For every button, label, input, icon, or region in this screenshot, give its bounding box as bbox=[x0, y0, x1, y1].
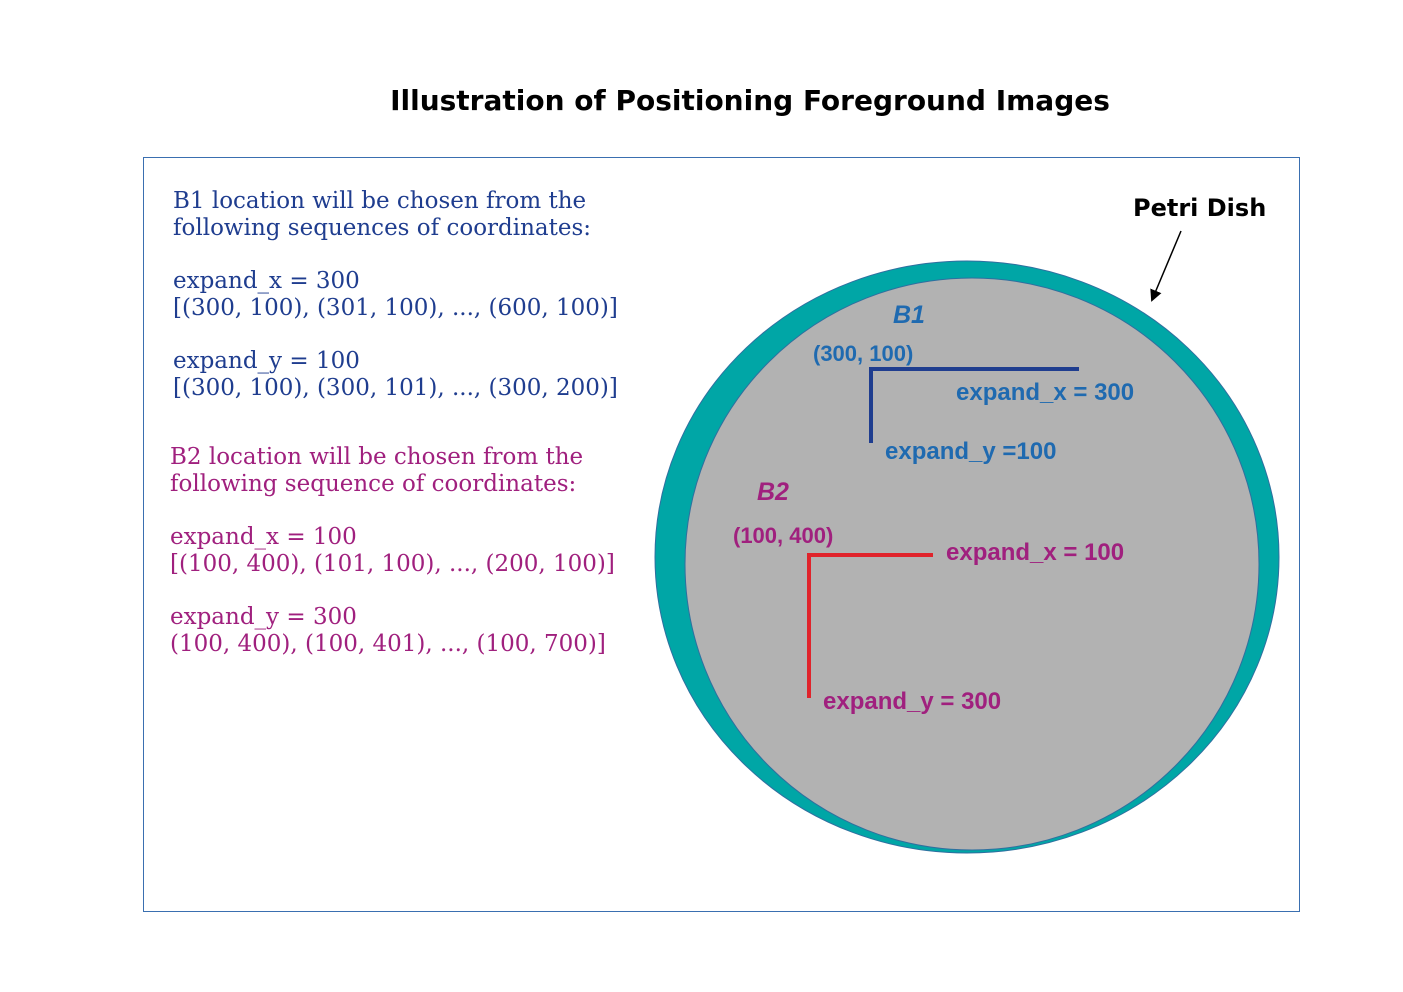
b1-expand-x-sequence: [(300, 100), (301, 100), ..., (600, 100)… bbox=[173, 295, 618, 321]
b1-intro-line2: following sequences of coordinates: bbox=[173, 215, 592, 241]
b1-expand-y-sequence: [(300, 100), (300, 101), ..., (300, 200)… bbox=[173, 375, 618, 401]
b1-expand-y-annotation: expand_y =100 bbox=[885, 438, 1056, 465]
b2-expand-y-sequence: (100, 400), (100, 401), ..., (100, 700)] bbox=[170, 631, 606, 657]
b2-dish-label: B2 bbox=[757, 478, 789, 506]
b2-expansion-lines bbox=[807, 553, 933, 698]
b1-expand-x-annotation: expand_x = 300 bbox=[956, 379, 1134, 406]
b2-intro-line2: following sequence of coordinates: bbox=[170, 471, 577, 497]
b1-expansion-lines bbox=[869, 367, 1079, 443]
b2-origin-label: (100, 400) bbox=[733, 523, 833, 548]
b2-expand-x-block: expand_x = 100 [(100, 400), (101, 100), … bbox=[170, 524, 615, 578]
petri-dish-label: Petri Dish bbox=[1133, 194, 1266, 222]
b2-expand-y-block: expand_y = 300 (100, 400), (100, 401), .… bbox=[170, 604, 606, 658]
b1-expand-y-block: expand_y = 100 [(300, 100), (300, 101), … bbox=[173, 348, 618, 402]
petri-dish-interior bbox=[684, 277, 1260, 851]
b2-expand-y-label: expand_y = 300 bbox=[170, 604, 357, 630]
b2-expand-x-label: expand_x = 100 bbox=[170, 524, 357, 550]
b1-expand-x-block: expand_x = 300 [(300, 100), (301, 100), … bbox=[173, 268, 618, 322]
diagram-frame bbox=[143, 157, 1300, 912]
b2-description: B2 location will be chosen from the foll… bbox=[170, 444, 583, 498]
page-title: Illustration of Positioning Foreground I… bbox=[390, 84, 1110, 117]
b1-expand-x-label: expand_x = 300 bbox=[173, 268, 360, 294]
b1-dish-label: B1 bbox=[893, 301, 925, 329]
b2-expand-y-annotation: expand_y = 300 bbox=[823, 688, 1001, 715]
b2-expand-x-annotation: expand_x = 100 bbox=[946, 539, 1124, 566]
b2-expand-x-sequence: [(100, 400), (101, 100), ..., (200, 100)… bbox=[170, 551, 615, 577]
petri-dish-pointer-arrow bbox=[1150, 230, 1182, 302]
b1-intro-line1: B1 location will be chosen from the bbox=[173, 188, 587, 214]
b1-description: B1 location will be chosen from the foll… bbox=[173, 188, 591, 242]
b1-origin-label: (300, 100) bbox=[813, 341, 913, 366]
b1-expand-y-label: expand_y = 100 bbox=[173, 348, 360, 374]
b2-intro-line1: B2 location will be chosen from the bbox=[170, 444, 584, 470]
